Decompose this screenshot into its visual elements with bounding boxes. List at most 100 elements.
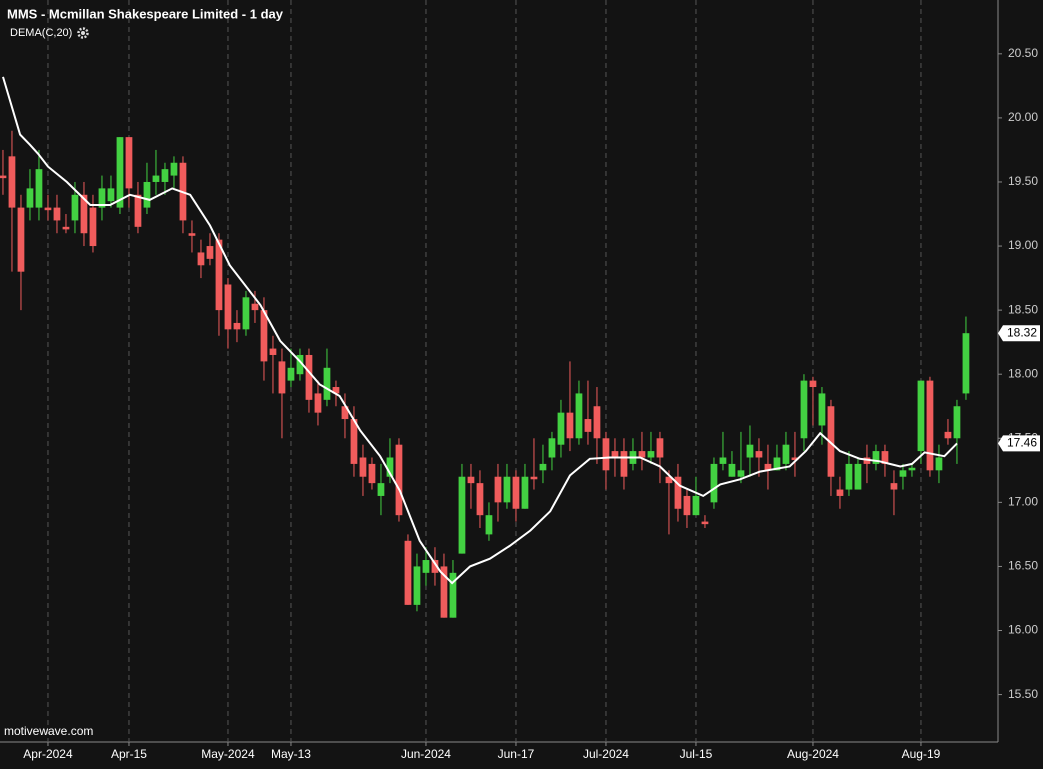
candle-body: [782, 444, 790, 464]
x-tick-label: Jul-15: [680, 747, 713, 761]
indicator-value-label: 17.46: [1007, 436, 1037, 450]
candle-body: [620, 451, 628, 477]
x-tick-label: Aug-2024: [787, 747, 839, 761]
candle-body: [224, 284, 232, 330]
candle-body: [35, 169, 43, 208]
candle-body: [251, 303, 259, 311]
candle-body: [107, 188, 115, 202]
candle-body: [80, 194, 88, 234]
candle-body: [872, 451, 880, 464]
candle-body: [818, 393, 826, 426]
candle-body: [701, 521, 709, 525]
candle-body: [575, 393, 583, 439]
y-tick-label: 16.50: [1008, 559, 1038, 573]
y-tick-label: 15.50: [1008, 687, 1038, 701]
candle-body: [8, 156, 16, 208]
candle-body: [800, 380, 808, 439]
candle-body: [152, 175, 160, 182]
candle-body: [953, 406, 961, 439]
candle-body: [206, 246, 214, 259]
x-tick-label: Aug-19: [902, 747, 941, 761]
candle-body: [476, 483, 484, 516]
candle-body: [728, 463, 736, 477]
candle-body: [926, 380, 934, 471]
candle-body: [170, 162, 178, 176]
x-tick-label: May-2024: [201, 747, 255, 761]
y-tick-label: 18.00: [1008, 366, 1038, 380]
labels: MMS - Mcmillan Shakespeare Limited - 1 d…: [4, 6, 1040, 761]
candle-body: [710, 463, 718, 503]
candle-body: [287, 367, 295, 381]
candle-body: [26, 188, 34, 208]
candle-body: [242, 297, 250, 330]
chart-title: MMS - Mcmillan Shakespeare Limited - 1 d…: [7, 6, 284, 21]
y-tick-label: 16.00: [1008, 623, 1038, 637]
y-tick-label: 20.00: [1008, 110, 1038, 124]
x-tick-label: Apr-15: [111, 747, 147, 761]
candle-body: [809, 380, 817, 388]
candle-body: [719, 457, 727, 464]
candle-body: [305, 354, 313, 400]
candle-body: [260, 310, 268, 362]
candle-body: [458, 476, 466, 554]
candle-body: [404, 540, 412, 605]
candle-body: [836, 489, 844, 496]
candle-body: [422, 560, 430, 573]
candle-body: [62, 226, 70, 230]
indicator-value-label-box: [998, 435, 1040, 452]
candle-body: [413, 566, 421, 605]
candle-body: [143, 181, 151, 208]
candle-body: [332, 387, 340, 394]
candle-body: [611, 451, 619, 458]
candle-body: [881, 451, 889, 464]
candle-body: [557, 412, 565, 445]
candle-body: [665, 476, 673, 484]
watermark: motivewave.com: [4, 724, 93, 738]
candle-body: [359, 457, 367, 477]
candle-body: [0, 175, 7, 179]
x-tick-label: Jul-2024: [583, 747, 629, 761]
candle-body: [341, 406, 349, 420]
candle-body: [350, 419, 358, 464]
candle-body: [386, 457, 394, 477]
candle-body: [134, 194, 142, 227]
candle-body: [44, 207, 52, 211]
candle-body: [584, 419, 592, 432]
candle-body: [368, 463, 376, 484]
candle-body: [98, 188, 106, 208]
candle-body: [521, 476, 529, 509]
candle-body: [278, 361, 286, 394]
y-tick-label: 18.50: [1008, 302, 1038, 316]
candle-body: [269, 348, 277, 355]
candle-body: [467, 476, 475, 484]
candle-body: [323, 367, 331, 400]
plot: [0, 76, 970, 618]
indicator-line: [2, 76, 958, 585]
candle-body: [188, 233, 196, 236]
y-tick-label: 19.00: [1008, 238, 1038, 252]
candle-body: [449, 572, 457, 618]
y-tick-label: 19.50: [1008, 174, 1038, 188]
candle-body: [593, 406, 601, 439]
candle-body: [116, 137, 124, 208]
last-price-label: 18.32: [1007, 325, 1037, 339]
candle-body: [566, 412, 574, 439]
candle-body: [53, 207, 61, 221]
x-tick-label: Apr-2024: [23, 747, 73, 761]
candle-body: [755, 451, 763, 458]
indicator-label: DEMA(C,20): [10, 27, 72, 39]
candle-body: [935, 457, 943, 471]
candle-body: [791, 457, 799, 461]
candle-body: [197, 252, 205, 266]
candle-body: [431, 560, 439, 573]
candle-body: [233, 322, 241, 330]
settings-icon[interactable]: [77, 27, 89, 39]
candle-body: [512, 476, 520, 509]
candle-body: [161, 169, 169, 182]
candle-body: [530, 476, 538, 480]
candle-body: [602, 438, 610, 471]
candle-body: [17, 207, 25, 272]
candle-body: [674, 476, 682, 509]
candle-body: [71, 194, 79, 221]
candle-body: [440, 566, 448, 618]
